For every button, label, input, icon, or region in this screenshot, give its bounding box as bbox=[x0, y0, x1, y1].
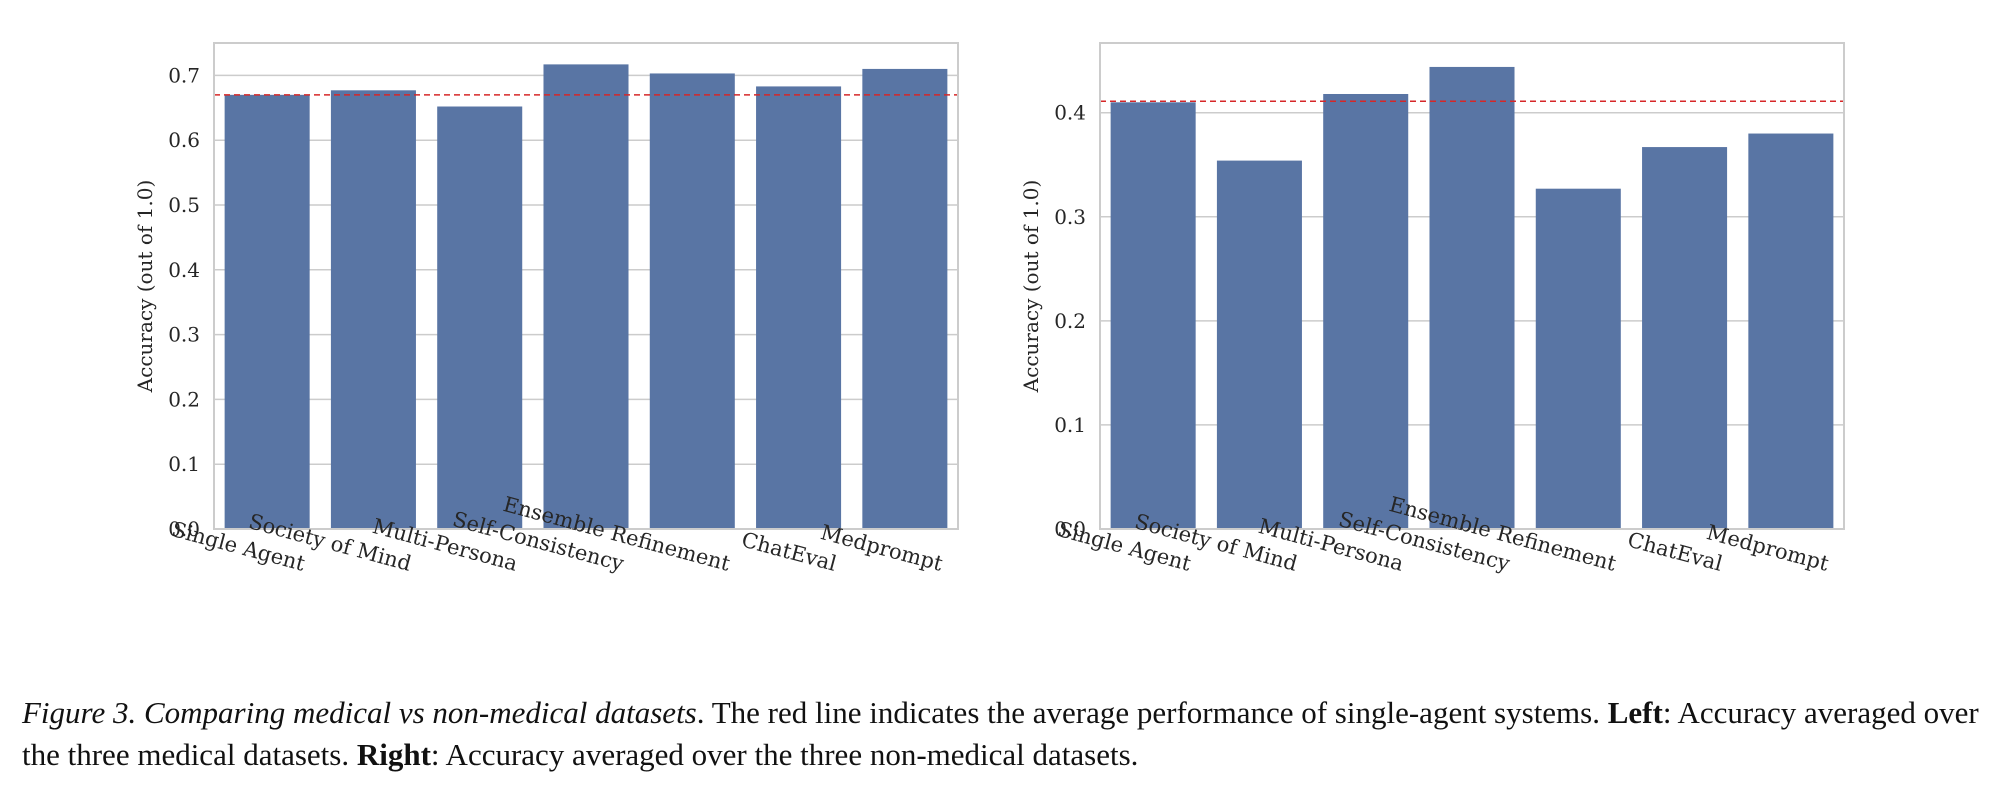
left-chart-ylabel: Accuracy (out of 1.0) bbox=[133, 180, 157, 394]
right-chart-bar bbox=[1748, 133, 1834, 529]
right-chart-ytick-label: 0.4 bbox=[1054, 101, 1086, 125]
right-chart-ylabel: Accuracy (out of 1.0) bbox=[1019, 180, 1043, 394]
left-chart-ytick-label: 0.0 bbox=[168, 517, 200, 541]
caption-figure-title: Comparing medical vs non-medical dataset… bbox=[143, 695, 697, 730]
right-chart-bar bbox=[1323, 93, 1409, 529]
left-chart-ytick-label: 0.3 bbox=[168, 323, 200, 347]
left-chart-ytick-label: 0.7 bbox=[168, 63, 200, 87]
caption-sentence: . The red line indicates the average per… bbox=[696, 695, 1608, 730]
figure-caption: Figure 3. Comparing medical vs non-medic… bbox=[22, 692, 1982, 776]
caption-left-text: : Accuracy averaged over the three medic… bbox=[22, 695, 1979, 772]
left-chart-bar bbox=[330, 90, 416, 529]
left-chart-bar bbox=[437, 106, 523, 529]
caption-figure-label: Figure 3. bbox=[22, 695, 137, 730]
left-chart-ytick-label: 0.1 bbox=[168, 452, 200, 476]
right-chart-bar bbox=[1216, 160, 1302, 530]
right-chart-axes-frame bbox=[1099, 42, 1845, 530]
right-chart-ytick-label: 0.0 bbox=[1054, 517, 1086, 541]
left-chart-ytick-label: 0.2 bbox=[168, 387, 200, 411]
left-chart-ytick-label: 0.5 bbox=[168, 193, 200, 217]
left-chart-bar bbox=[224, 94, 310, 529]
right-chart-ytick-label: 0.1 bbox=[1054, 413, 1086, 437]
left-chart-bar bbox=[862, 68, 948, 530]
right-chart-bar bbox=[1429, 66, 1515, 529]
chart-left: 0.0 0.1 0.2 0.3 0.4 0.5 0.6 0.7 Single Agent Soci… bbox=[0, 0, 960, 660]
right-chart-bar bbox=[1110, 102, 1196, 529]
left-chart-axes-frame bbox=[213, 42, 959, 530]
caption-right-label: Right bbox=[356, 737, 431, 772]
caption-left-label: Left bbox=[1607, 695, 1663, 730]
right-chart-bar bbox=[1535, 188, 1621, 530]
left-chart-bar bbox=[649, 73, 735, 530]
left-chart-ytick-label: 0.6 bbox=[168, 128, 200, 152]
right-chart-ytick-label: 0.3 bbox=[1054, 205, 1086, 229]
left-chart-bar bbox=[756, 86, 842, 529]
right-chart-bar bbox=[1642, 147, 1728, 529]
caption-right-text: : Accuracy averaged over the three non-m… bbox=[430, 737, 1139, 772]
left-chart-bar bbox=[543, 64, 629, 529]
chart-right: 0.0 0.1 0.2 0.3 0.4 Single Agent Society of Mi… bbox=[886, 0, 1846, 660]
left-chart-ytick-label: 0.4 bbox=[168, 258, 200, 282]
right-chart-ytick-label: 0.2 bbox=[1054, 309, 1086, 333]
